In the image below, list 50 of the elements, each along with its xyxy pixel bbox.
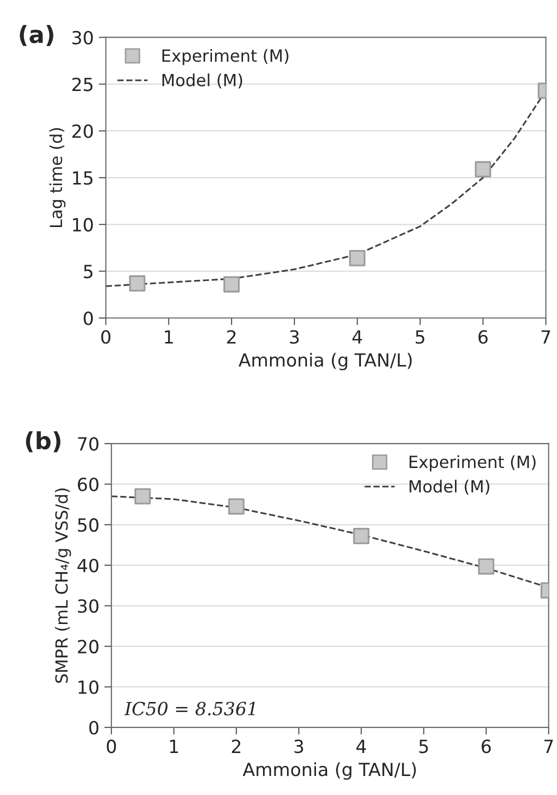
x-axis-title: Ammonia (g TAN/L) — [238, 352, 412, 370]
x-tick-label: 6 — [482, 740, 491, 754]
y-tick-label: 10 — [78, 680, 98, 694]
x-axis-title: Ammonia (g TAN/L) — [242, 762, 416, 780]
x-tick-label: 7 — [542, 330, 550, 344]
x-tick-label: 5 — [416, 330, 424, 344]
y-tick-label: 0 — [89, 720, 98, 735]
x-tick-label: 5 — [419, 740, 428, 754]
x-tick-label: 2 — [232, 740, 240, 753]
point — [134, 488, 151, 504]
point — [349, 250, 366, 266]
y-tick-label: 30 — [78, 599, 98, 613]
x-tick-label: 3 — [294, 740, 304, 754]
y-axis-title: Lag time (d) — [49, 128, 66, 228]
annotation: IC50 = 8.5361 — [124, 702, 255, 716]
y-tick-label: 0 — [84, 311, 93, 326]
point — [478, 558, 494, 575]
x-tick-label: 4 — [352, 330, 362, 344]
y-tick-label: 15 — [73, 171, 92, 185]
point — [223, 276, 240, 292]
y-tick-label: 70 — [78, 437, 98, 451]
chart-title: (b) — [26, 431, 60, 452]
x-tick-label: 1 — [170, 740, 178, 753]
point — [474, 161, 492, 178]
x-tick-label: 7 — [544, 740, 553, 753]
legend-label: Model (M) — [162, 73, 242, 88]
y-tick-label: 10 — [73, 218, 93, 232]
y-tick-label: 25 — [72, 78, 92, 92]
y-tick-label: 30 — [72, 30, 93, 44]
legend-label: Model (M) — [410, 480, 490, 495]
point — [129, 275, 146, 292]
legend-label: Experiment (M) — [162, 49, 288, 66]
legend-label: Experiment (M) — [410, 455, 536, 472]
x-tick-label: 2 — [227, 330, 236, 344]
point — [353, 528, 370, 544]
x-tick-label: 1 — [164, 330, 173, 344]
y-tick-label: 50 — [78, 518, 98, 532]
x-tick-label: 6 — [478, 330, 488, 344]
x-tick-label: 3 — [290, 330, 299, 344]
y-tick-label: 20 — [72, 124, 93, 138]
y-axis-title: SMPR (mL CH₄/g VSS/d) — [54, 488, 72, 683]
chart-title: (a) — [20, 25, 54, 46]
x-tick-label: 0 — [106, 740, 116, 754]
y-tick-label: 60 — [78, 478, 98, 492]
point — [228, 498, 244, 515]
y-tick-label: 5 — [84, 264, 92, 278]
y-tick-label: 20 — [78, 640, 98, 654]
x-tick-label: 0 — [101, 330, 110, 344]
y-tick-label: 40 — [78, 558, 98, 572]
x-tick-label: 4 — [356, 740, 366, 753]
